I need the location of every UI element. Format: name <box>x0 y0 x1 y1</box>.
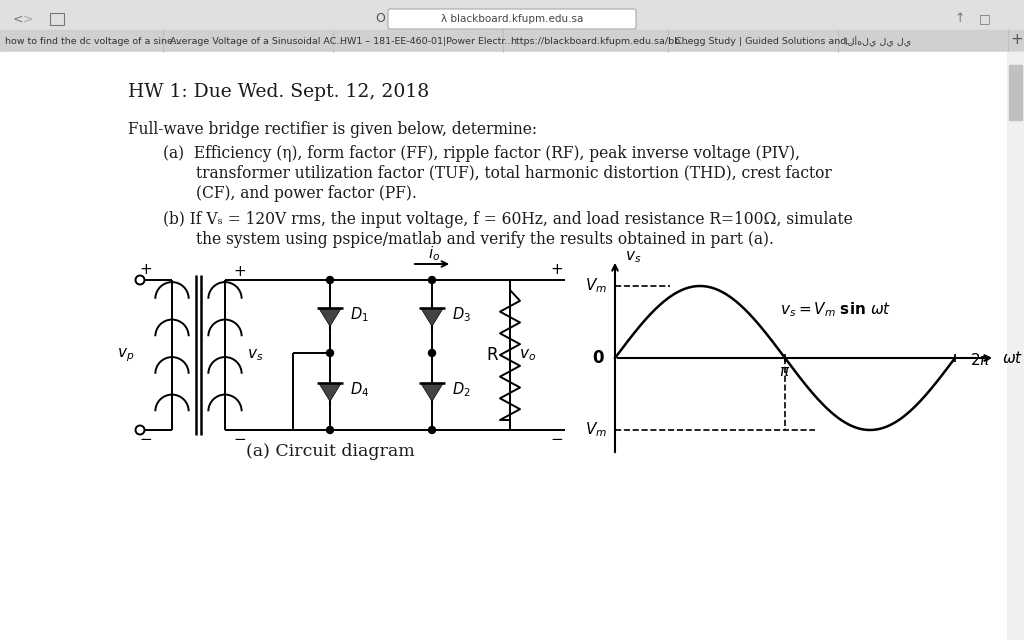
Bar <box>1007 52 1024 640</box>
Text: −: − <box>139 433 153 447</box>
Text: Full-wave bridge rectifier is given below, determine:: Full-wave bridge rectifier is given belo… <box>128 120 538 138</box>
Text: −: − <box>551 433 563 447</box>
Circle shape <box>428 426 435 433</box>
Text: (a) Circuit diagram: (a) Circuit diagram <box>246 444 415 461</box>
Text: ↑: ↑ <box>954 13 966 26</box>
Circle shape <box>327 426 334 433</box>
Text: (CF), and power factor (PF).: (CF), and power factor (PF). <box>196 184 417 202</box>
Polygon shape <box>421 308 443 326</box>
Text: $\pi$: $\pi$ <box>779 365 791 380</box>
Text: $v_o$: $v_o$ <box>519 347 537 363</box>
Text: □: □ <box>979 13 991 26</box>
Text: Chegg Study | Guided Solutions and...: Chegg Study | Guided Solutions and... <box>675 38 855 47</box>
Text: $v_p$: $v_p$ <box>118 346 134 364</box>
Text: Average Voltage of a Sinusoidal AC...: Average Voltage of a Sinusoidal AC... <box>170 38 345 47</box>
Text: −: − <box>233 433 247 447</box>
Text: HW1 – 181-EE-460-01|Power Electr...: HW1 – 181-EE-460-01|Power Electr... <box>340 38 513 47</box>
Circle shape <box>428 349 435 356</box>
Text: λ blackboard.kfupm.edu.sa: λ blackboard.kfupm.edu.sa <box>440 14 584 24</box>
Bar <box>1009 65 1022 120</box>
Text: $v_s$: $v_s$ <box>247 347 263 363</box>
Text: $\mathbf{0}$: $\mathbf{0}$ <box>592 349 605 367</box>
Bar <box>0 0 1024 30</box>
Text: $\omega t$: $\omega t$ <box>1002 350 1023 366</box>
Text: (a)  Efficiency (η), form factor (FF), ripple factor (RF), peak inverse voltage : (a) Efficiency (η), form factor (FF), ri… <box>163 145 800 161</box>
Polygon shape <box>318 308 341 326</box>
Polygon shape <box>318 383 341 401</box>
Bar <box>0 30 1024 52</box>
Text: <: < <box>12 13 24 26</box>
FancyBboxPatch shape <box>388 9 636 29</box>
Text: how to find the dc voltage of a sine...: how to find the dc voltage of a sine... <box>5 38 182 47</box>
Text: +: + <box>139 262 153 278</box>
Text: الأهلي لي لي: الأهلي لي لي <box>845 36 911 47</box>
Bar <box>50 13 63 25</box>
Text: the system using pspice/matlab and verify the results obtained in part (a).: the system using pspice/matlab and verif… <box>196 230 774 248</box>
Circle shape <box>327 276 334 284</box>
Text: +: + <box>551 262 563 278</box>
Text: HW 1: Due Wed. Sept. 12, 2018: HW 1: Due Wed. Sept. 12, 2018 <box>128 83 429 101</box>
Text: $i_o$: $i_o$ <box>428 244 440 263</box>
Text: +: + <box>233 264 247 280</box>
Text: O: O <box>375 13 385 26</box>
Text: (b) If Vₛ = 120V rms, the input voltage, f = 60Hz, and load resistance R=100Ω, s: (b) If Vₛ = 120V rms, the input voltage,… <box>163 211 853 227</box>
Text: $V_m$: $V_m$ <box>585 420 607 439</box>
Text: $2\pi$: $2\pi$ <box>970 352 991 368</box>
Circle shape <box>428 276 435 284</box>
Text: https://blackboard.kfupm.edu.sa/bb...: https://blackboard.kfupm.edu.sa/bb... <box>510 38 689 47</box>
Text: $v_s$: $v_s$ <box>625 249 641 265</box>
Text: +: + <box>1011 33 1023 47</box>
Text: $V_m$: $V_m$ <box>585 276 607 295</box>
Text: R: R <box>486 346 498 364</box>
Text: transformer utilization factor (TUF), total harmonic distortion (THD), crest fac: transformer utilization factor (TUF), to… <box>196 164 831 182</box>
Text: >: > <box>23 13 33 26</box>
Circle shape <box>327 349 334 356</box>
Text: $D_4$: $D_4$ <box>350 380 370 399</box>
Text: $v_s = V_m\ \mathbf{sin}\ \omega t$: $v_s = V_m\ \mathbf{sin}\ \omega t$ <box>780 301 891 319</box>
Text: $D_2$: $D_2$ <box>452 380 471 399</box>
Text: $D_1$: $D_1$ <box>350 305 369 324</box>
Text: $D_3$: $D_3$ <box>452 305 471 324</box>
Polygon shape <box>421 383 443 401</box>
